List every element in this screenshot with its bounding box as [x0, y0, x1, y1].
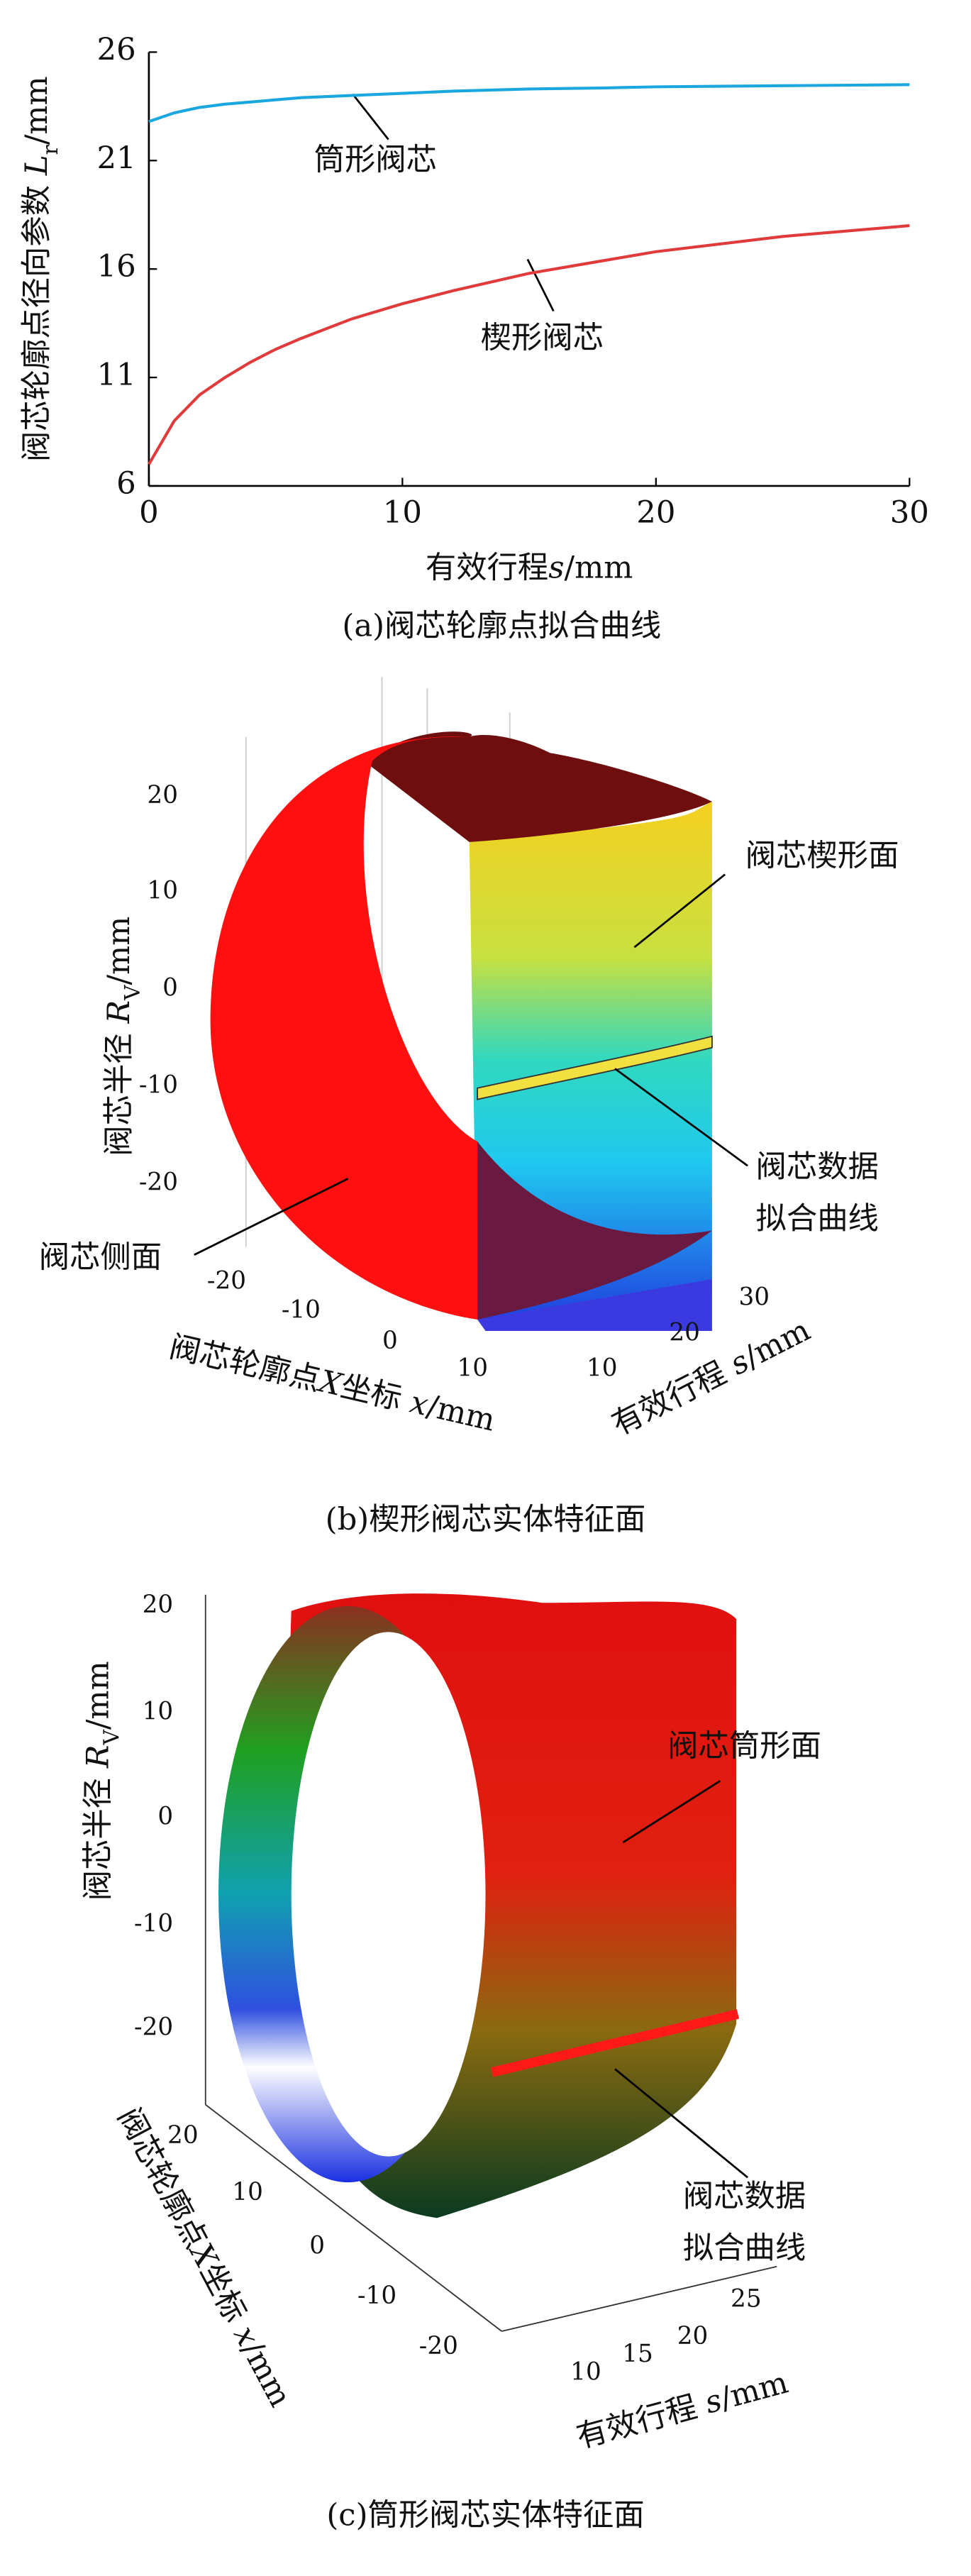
annotation: 阀芯侧面: [39, 1240, 162, 1276]
s-tick-label: 25: [731, 2285, 762, 2314]
z-axis-label: 阀芯半径 RV/mm: [80, 1661, 123, 1901]
x-tick-label: 10: [232, 2178, 263, 2206]
x-axis-label: 阀芯轮廓点X坐标 x/mm: [111, 2102, 298, 2413]
s-tick-label: 20: [677, 2322, 709, 2350]
x-tick-label: 0: [382, 1327, 398, 1355]
series-line: [148, 83, 910, 123]
label-part: 阀芯半径: [80, 1768, 116, 1901]
label-part: /mm: [80, 1661, 116, 1730]
s-tick-label: 10: [570, 2357, 601, 2386]
label-part: R: [101, 1000, 137, 1024]
caption: (c)筒形阀芯实体特征面: [326, 2497, 644, 2533]
s-axis-label: 有效行程 s/mm: [573, 2365, 792, 2455]
z-axis-label: 阀芯半径 RV/mm: [101, 917, 144, 1156]
label-part: /mm: [423, 1388, 499, 1438]
label-part: L: [19, 155, 55, 176]
x-tick-label: -20: [207, 1267, 246, 1295]
label-part: 阀芯轮廓点径向参数: [19, 175, 55, 462]
y-axis-label: 阀芯轮廓点径向参数 Lr/mm: [19, 76, 62, 462]
label-part: 有效行程: [426, 551, 548, 586]
x-tick-label: -10: [357, 2282, 396, 2310]
label-part: V: [99, 1729, 123, 1745]
label-part: /mm: [738, 1312, 816, 1376]
x-tick-label: 20: [167, 2121, 199, 2150]
x-tick-label: -20: [419, 2332, 458, 2360]
label-part: /mm: [716, 2365, 792, 2416]
annotation: 阀芯数据: [756, 1149, 879, 1185]
z-tick-label: -20: [134, 2013, 173, 2041]
y-tick-label: 16: [97, 249, 136, 284]
z-tick-label: 10: [147, 877, 178, 905]
label-part: 坐标: [337, 1369, 414, 1419]
label-part: 阀芯半径: [101, 1024, 137, 1156]
label-part: r: [37, 144, 62, 155]
caption: (a)阀芯轮廓点拟合曲线: [342, 609, 661, 644]
annotation: 阀芯数据: [683, 2179, 806, 2214]
wedge-valve-surface: [210, 677, 713, 1331]
x-tick-label: 20: [636, 495, 675, 531]
leader-lines: [194, 93, 748, 2179]
z-tick-label: -10: [139, 1071, 178, 1099]
s-tick-label: 15: [622, 2340, 653, 2368]
x-axis-label: 阀芯轮廓点X坐标 x/mm: [166, 1329, 499, 1438]
s-tick-label: 20: [669, 1319, 700, 1347]
s-tick-label: 30: [738, 1283, 770, 1311]
label-part: s: [548, 551, 564, 586]
annotation: 拟合曲线: [756, 1201, 879, 1237]
x-tick-label: 10: [383, 495, 422, 531]
z-tick-label: -20: [139, 1168, 178, 1196]
x-tick-label: -10: [282, 1296, 321, 1325]
annotation: 阀芯楔形面: [745, 839, 899, 874]
s-tick-label: 10: [587, 1354, 618, 1383]
x-axis-label: 有效行程s/mm: [426, 551, 633, 586]
s-axis-label: 有效行程 s/mm: [606, 1312, 816, 1443]
y-tick-label: 26: [97, 32, 136, 67]
label-part: 阀芯轮廓点: [111, 2102, 214, 2255]
series-label: 楔形阀芯: [481, 321, 604, 356]
z-tick-label: 0: [162, 974, 178, 1002]
z-tick-label: 20: [147, 781, 178, 809]
label-part: /mm: [565, 551, 633, 586]
label-part: /mm: [101, 917, 137, 985]
label-part: 有效行程: [606, 1351, 740, 1443]
series-line: [148, 223, 910, 465]
y-tick-label: 11: [97, 358, 136, 393]
z-tick-label: 10: [143, 1697, 174, 1725]
annotation: 拟合曲线: [683, 2230, 806, 2266]
label-part: /mm: [235, 2335, 299, 2413]
z-tick-label: 20: [143, 1591, 174, 1619]
z-tick-label: -10: [134, 1909, 173, 1937]
caption: (b)楔形阀芯实体特征面: [326, 1502, 646, 1537]
x-tick-label: 0: [139, 495, 159, 531]
z-tick-label: 0: [157, 1803, 173, 1831]
x-tick-label: 30: [890, 495, 929, 531]
annotation: 阀芯筒形面: [667, 1729, 821, 1764]
x-tick-label: 0: [309, 2231, 325, 2260]
label-part: V: [120, 985, 145, 1001]
label-part: 阀芯轮廓点: [166, 1329, 323, 1398]
x-tick-label: 10: [457, 1354, 488, 1383]
series-label: 筒形阀芯: [314, 143, 437, 178]
y-tick-label: 21: [97, 140, 136, 176]
label-part: 有效行程: [573, 2387, 711, 2455]
label-part: R: [80, 1745, 116, 1769]
label-part: /mm: [19, 76, 55, 145]
cylinder-valve-surface: [204, 1593, 777, 2332]
y-tick-label: 6: [116, 466, 136, 502]
